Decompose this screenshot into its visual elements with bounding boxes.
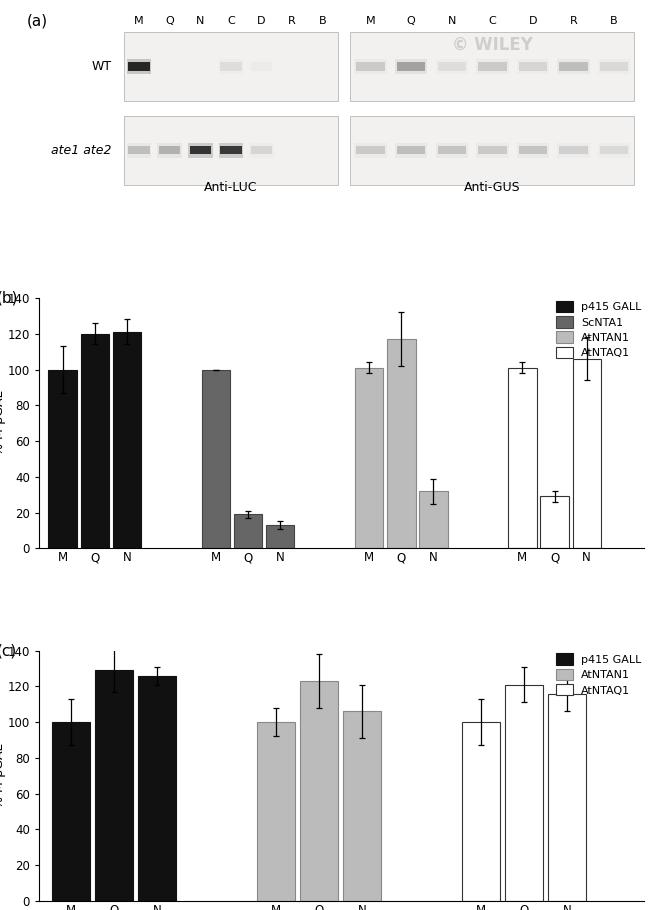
- Bar: [397, 62, 425, 71]
- Text: D: D: [257, 16, 266, 26]
- Bar: [600, 146, 629, 155]
- Bar: [476, 143, 508, 157]
- Bar: [251, 146, 272, 155]
- Bar: [128, 62, 150, 71]
- Bar: [395, 59, 428, 74]
- Bar: [356, 146, 385, 155]
- Bar: [387, 339, 415, 548]
- Bar: [266, 525, 294, 548]
- Text: B: B: [319, 16, 327, 26]
- Bar: [508, 368, 537, 548]
- Bar: [250, 59, 274, 74]
- Text: (a): (a): [27, 14, 48, 28]
- Bar: [476, 59, 508, 74]
- Y-axis label: % M-βGAL: % M-βGAL: [0, 743, 6, 808]
- Bar: [220, 146, 242, 155]
- Bar: [437, 146, 466, 155]
- Bar: [343, 712, 381, 901]
- Text: B: B: [610, 16, 618, 26]
- Bar: [138, 675, 176, 901]
- Bar: [159, 146, 180, 155]
- Bar: [598, 143, 630, 157]
- Bar: [157, 143, 182, 157]
- Text: C: C: [489, 16, 496, 26]
- Bar: [250, 143, 274, 157]
- Bar: [251, 62, 272, 71]
- Bar: [478, 62, 506, 71]
- Bar: [478, 146, 506, 155]
- Text: R: R: [569, 16, 577, 26]
- Text: M: M: [134, 16, 144, 26]
- Bar: [202, 369, 230, 548]
- Text: N: N: [448, 16, 456, 26]
- Bar: [549, 693, 586, 901]
- Bar: [436, 59, 468, 74]
- Bar: [220, 62, 242, 71]
- Text: Q: Q: [165, 16, 174, 26]
- Bar: [49, 369, 77, 548]
- Text: © WILEY: © WILEY: [452, 35, 533, 54]
- Text: (c): (c): [0, 643, 17, 658]
- Bar: [519, 146, 547, 155]
- Bar: [300, 681, 338, 901]
- Bar: [128, 146, 150, 155]
- Bar: [517, 143, 549, 157]
- Bar: [113, 332, 141, 548]
- Bar: [124, 116, 338, 185]
- Text: N: N: [196, 16, 205, 26]
- Bar: [540, 497, 569, 548]
- Bar: [124, 32, 338, 101]
- Bar: [505, 684, 543, 901]
- Bar: [436, 143, 468, 157]
- Bar: [127, 143, 151, 157]
- Text: WT: WT: [92, 60, 112, 73]
- Text: M: M: [366, 16, 376, 26]
- Text: R: R: [289, 16, 296, 26]
- Bar: [598, 59, 630, 74]
- Bar: [188, 143, 213, 157]
- Bar: [560, 146, 588, 155]
- Bar: [557, 143, 590, 157]
- Bar: [395, 143, 428, 157]
- Bar: [354, 59, 387, 74]
- Text: C: C: [227, 16, 235, 26]
- Bar: [257, 723, 295, 901]
- Bar: [437, 62, 466, 71]
- Bar: [190, 146, 211, 155]
- Text: Anti-LUC: Anti-LUC: [204, 181, 257, 194]
- Bar: [355, 368, 384, 548]
- Bar: [127, 59, 151, 74]
- Bar: [350, 116, 634, 185]
- Bar: [81, 334, 109, 548]
- Bar: [517, 59, 549, 74]
- Bar: [519, 62, 547, 71]
- Text: Q: Q: [407, 16, 415, 26]
- Legend: p415 GALL, ScNTA1, AtNTAN1, AtNTAQ1: p415 GALL, ScNTA1, AtNTAN1, AtNTAQ1: [554, 298, 644, 360]
- Bar: [354, 143, 387, 157]
- Bar: [419, 491, 448, 548]
- Bar: [218, 143, 243, 157]
- Bar: [573, 359, 601, 548]
- Bar: [397, 146, 425, 155]
- Legend: p415 GALL, AtNTAN1, AtNTAQ1: p415 GALL, AtNTAN1, AtNTAQ1: [554, 652, 644, 698]
- Bar: [350, 32, 634, 101]
- Bar: [356, 62, 385, 71]
- Text: D: D: [528, 16, 537, 26]
- Bar: [95, 671, 133, 901]
- Bar: [234, 514, 262, 548]
- Bar: [600, 62, 629, 71]
- Bar: [462, 723, 500, 901]
- Bar: [560, 62, 588, 71]
- Bar: [51, 723, 90, 901]
- Text: (b): (b): [0, 290, 18, 306]
- Y-axis label: % M-βGAL: % M-βGAL: [0, 391, 6, 455]
- Text: Anti-GUS: Anti-GUS: [464, 181, 521, 194]
- Text: ate1 ate2: ate1 ate2: [51, 144, 112, 157]
- Bar: [557, 59, 590, 74]
- Bar: [218, 59, 243, 74]
